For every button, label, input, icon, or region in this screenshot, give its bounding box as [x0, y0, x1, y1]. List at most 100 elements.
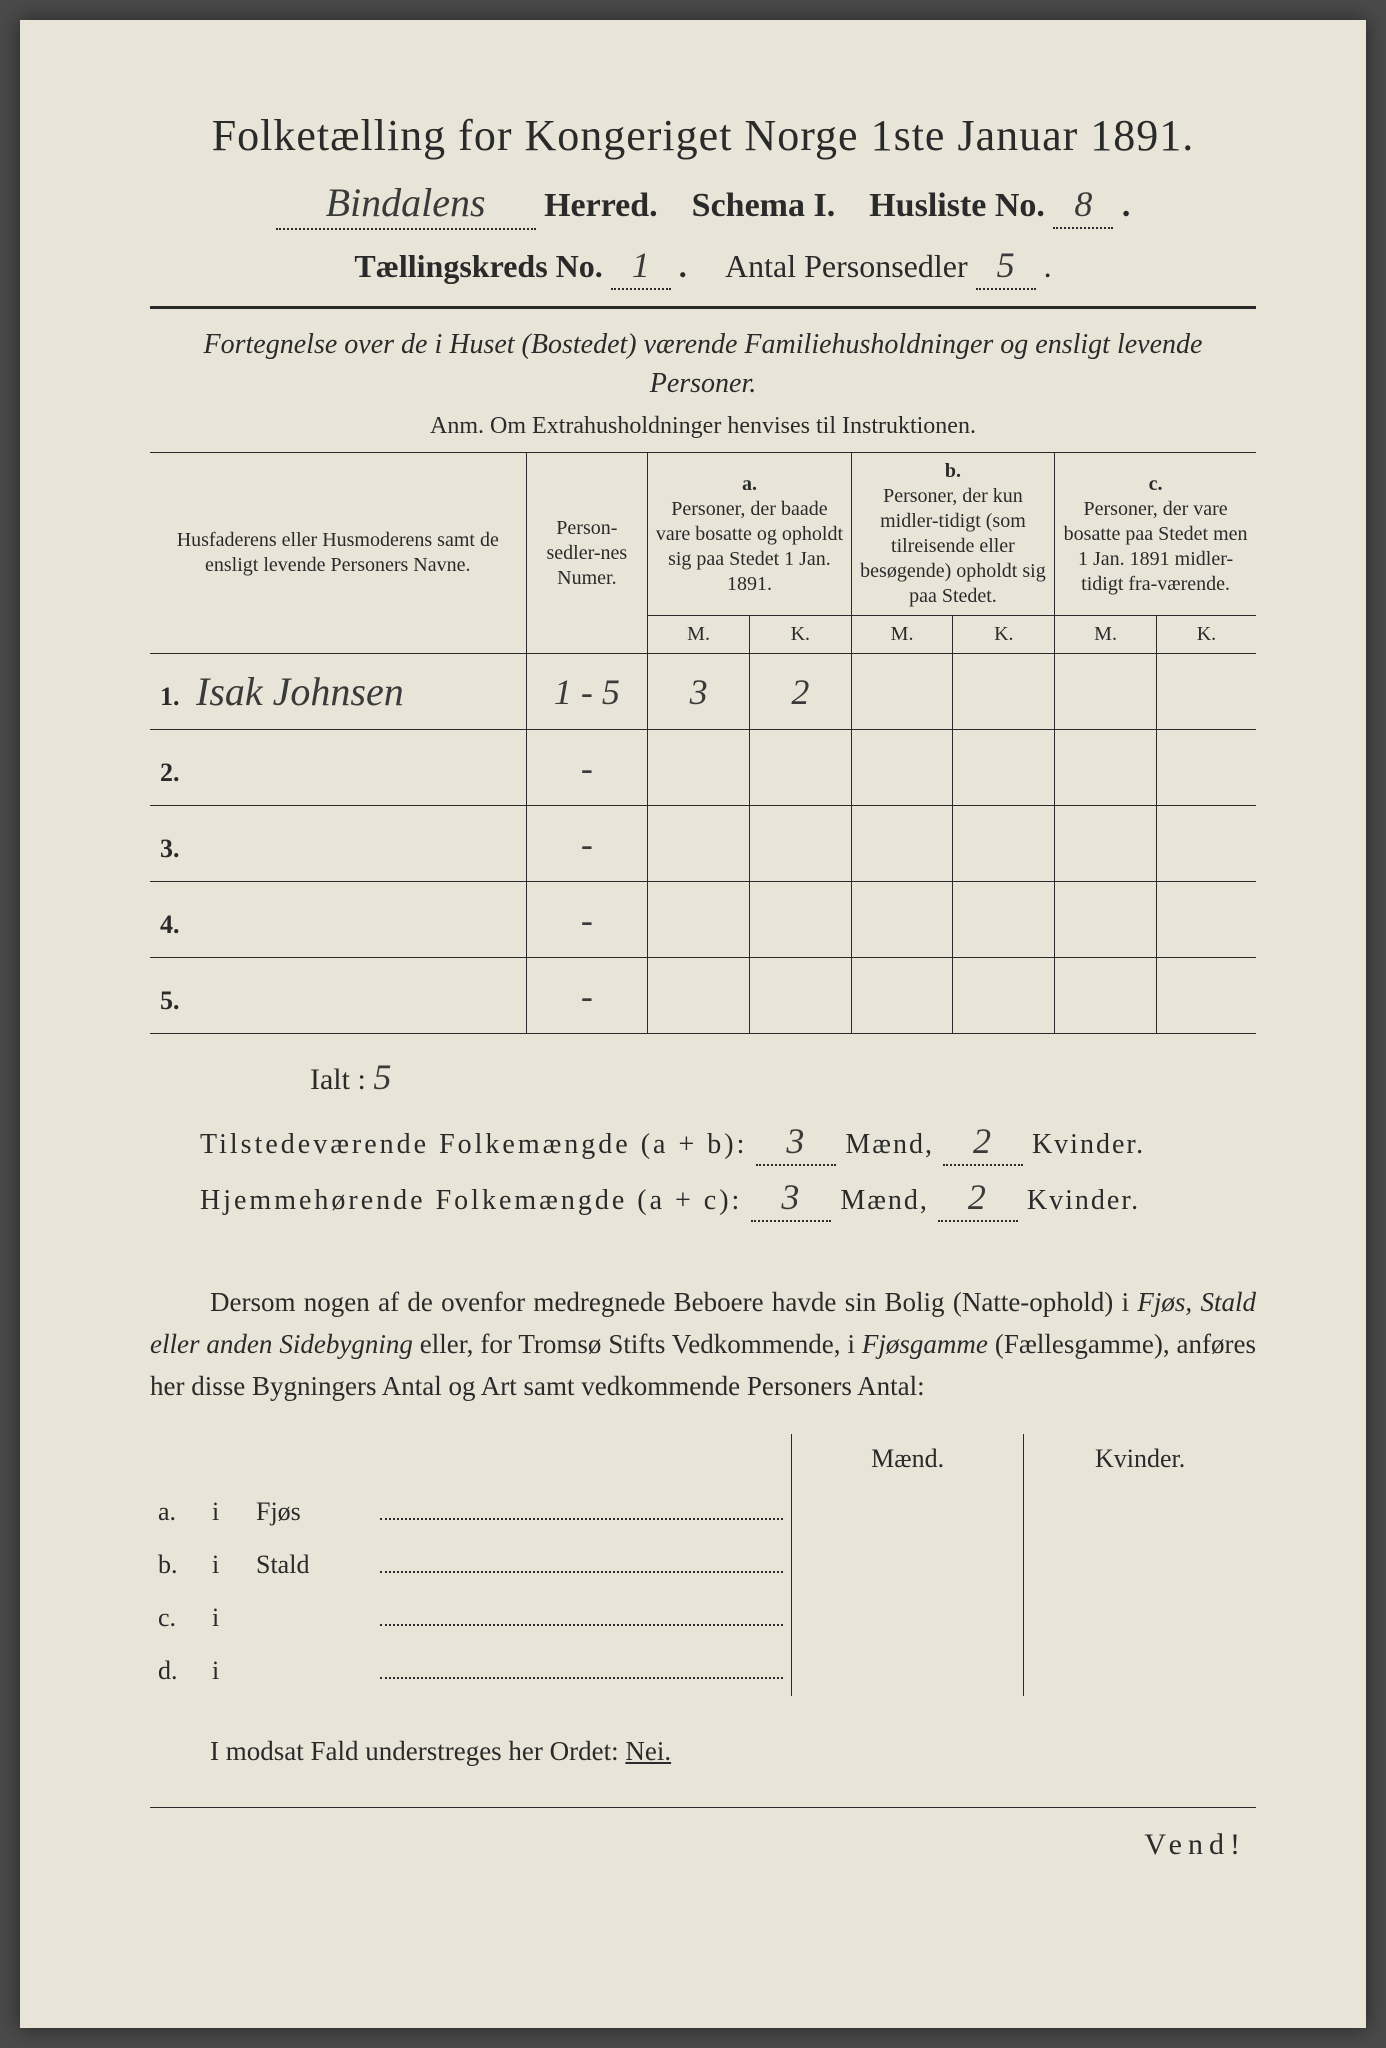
- subtitle: Fortegnelse over de i Huset (Bostedet) v…: [150, 325, 1256, 403]
- building-k-cell: [1024, 1484, 1256, 1537]
- herred-field: Bindalens: [276, 179, 536, 230]
- antal-field: 5: [976, 244, 1036, 290]
- vend-label: Vend!: [150, 1807, 1256, 1862]
- table-row: 5.-: [150, 958, 1256, 1034]
- b-k-cell: [953, 730, 1055, 806]
- col-b-m: M.: [851, 616, 953, 654]
- c-k-cell: [1156, 958, 1256, 1034]
- modsat-line: I modsat Fald understreges her Ordet: Ne…: [210, 1736, 1256, 1767]
- table-row: 3.-: [150, 806, 1256, 882]
- col-name-header: Husfaderens eller Husmoderens samt de en…: [150, 453, 526, 654]
- divider: [150, 306, 1256, 309]
- table-row: 2.-: [150, 730, 1256, 806]
- ialt-line: Ialt : 5: [310, 1056, 1256, 1098]
- num-cell: 1 - 5: [526, 654, 648, 730]
- num-cell: -: [526, 730, 648, 806]
- b-m-cell: [851, 806, 953, 882]
- a-k-cell: [749, 730, 851, 806]
- num-cell: -: [526, 958, 648, 1034]
- b-k-cell: [953, 958, 1055, 1034]
- c-k-cell: [1156, 882, 1256, 958]
- c-k-cell: [1156, 654, 1256, 730]
- col-a-header: a. Personer, der baade vare bosatte og o…: [648, 453, 852, 616]
- a-k-cell: [749, 806, 851, 882]
- header-line-3: Tællingskreds No. 1 . Antal Personsedler…: [150, 244, 1256, 290]
- a-k-cell: [749, 882, 851, 958]
- husliste-field: 8: [1053, 183, 1113, 229]
- building-paragraph: Dersom nogen af de ovenfor medregnede Be…: [150, 1282, 1256, 1408]
- a-m-cell: [648, 882, 750, 958]
- sum1-m: 3: [756, 1120, 836, 1166]
- building-m-cell: [791, 1484, 1023, 1537]
- nei-word: Nei.: [625, 1736, 671, 1766]
- summary-line-2: Hjemmehørende Folkemængde (a + c): 3 Mæn…: [200, 1176, 1256, 1222]
- name-cell: 5.: [150, 958, 526, 1034]
- building-k-cell: [1024, 1643, 1256, 1696]
- c-m-cell: [1055, 654, 1157, 730]
- b-m-cell: [851, 730, 953, 806]
- name-cell: 2.: [150, 730, 526, 806]
- c-m-cell: [1055, 806, 1157, 882]
- col-c-header: c. Personer, der vare bosatte paa Stedet…: [1055, 453, 1256, 616]
- name-cell: 1.Isak Johnsen: [150, 654, 526, 730]
- num-cell: -: [526, 882, 648, 958]
- building-label-cell: d.i: [150, 1643, 791, 1696]
- anm-note: Anm. Om Extrahusholdninger henvises til …: [150, 413, 1256, 440]
- table-row: 1.Isak Johnsen1 - 532: [150, 654, 1256, 730]
- c-k-cell: [1156, 730, 1256, 806]
- summary-line-1: Tilstedeværende Folkemængde (a + b): 3 M…: [200, 1120, 1256, 1166]
- c-m-cell: [1055, 730, 1157, 806]
- building-m-cell: [791, 1537, 1023, 1590]
- a-m-cell: [648, 958, 750, 1034]
- c-m-cell: [1055, 882, 1157, 958]
- building-maend-header: Mænd.: [791, 1434, 1023, 1484]
- col-c-k: K.: [1156, 616, 1256, 654]
- col-b-k: K.: [953, 616, 1055, 654]
- table-row: 4.-: [150, 882, 1256, 958]
- building-m-cell: [791, 1590, 1023, 1643]
- a-m-cell: 3: [648, 654, 750, 730]
- antal-label: Antal Personsedler: [725, 248, 968, 284]
- name-cell: 3.: [150, 806, 526, 882]
- herred-label: Herred.: [544, 187, 658, 224]
- b-k-cell: [953, 882, 1055, 958]
- kreds-field: 1: [611, 244, 671, 290]
- building-k-cell: [1024, 1590, 1256, 1643]
- name-cell: 4.: [150, 882, 526, 958]
- page-title: Folketælling for Kongeriget Norge 1ste J…: [150, 110, 1256, 161]
- building-label-cell: a.iFjøs: [150, 1484, 791, 1537]
- b-k-cell: [953, 806, 1055, 882]
- ialt-value: 5: [373, 1057, 391, 1097]
- sum1-k: 2: [943, 1120, 1023, 1166]
- building-label-cell: b.iStald: [150, 1537, 791, 1590]
- col-b-header: b. Personer, der kun midler-tidigt (som …: [851, 453, 1055, 616]
- building-k-cell: [1024, 1537, 1256, 1590]
- a-k-cell: [749, 958, 851, 1034]
- sum2-k: 2: [938, 1176, 1018, 1222]
- header-line-2: Bindalens Herred. Schema I. Husliste No.…: [150, 179, 1256, 230]
- col-num-header: Person-sedler-nes Numer.: [526, 453, 648, 654]
- num-cell: -: [526, 806, 648, 882]
- building-kvinder-header: Kvinder.: [1024, 1434, 1256, 1484]
- building-row: a.iFjøs: [150, 1484, 1256, 1537]
- a-m-cell: [648, 730, 750, 806]
- sum2-m: 3: [751, 1176, 831, 1222]
- b-m-cell: [851, 654, 953, 730]
- building-m-cell: [791, 1643, 1023, 1696]
- census-table: Husfaderens eller Husmoderens samt de en…: [150, 452, 1256, 1034]
- building-row: b.iStald: [150, 1537, 1256, 1590]
- kreds-label: Tællingskreds No.: [354, 248, 602, 284]
- col-a-m: M.: [648, 616, 750, 654]
- building-row: d.i: [150, 1643, 1256, 1696]
- building-label-cell: c.i: [150, 1590, 791, 1643]
- census-form-page: Folketælling for Kongeriget Norge 1ste J…: [20, 20, 1366, 2028]
- husliste-label: Husliste No.: [869, 187, 1045, 224]
- b-m-cell: [851, 882, 953, 958]
- a-m-cell: [648, 806, 750, 882]
- col-c-m: M.: [1055, 616, 1157, 654]
- c-m-cell: [1055, 958, 1157, 1034]
- building-row: c.i: [150, 1590, 1256, 1643]
- building-table: Mænd. Kvinder. a.iFjøsb.iStaldc.id.i: [150, 1434, 1256, 1696]
- col-a-k: K.: [749, 616, 851, 654]
- b-k-cell: [953, 654, 1055, 730]
